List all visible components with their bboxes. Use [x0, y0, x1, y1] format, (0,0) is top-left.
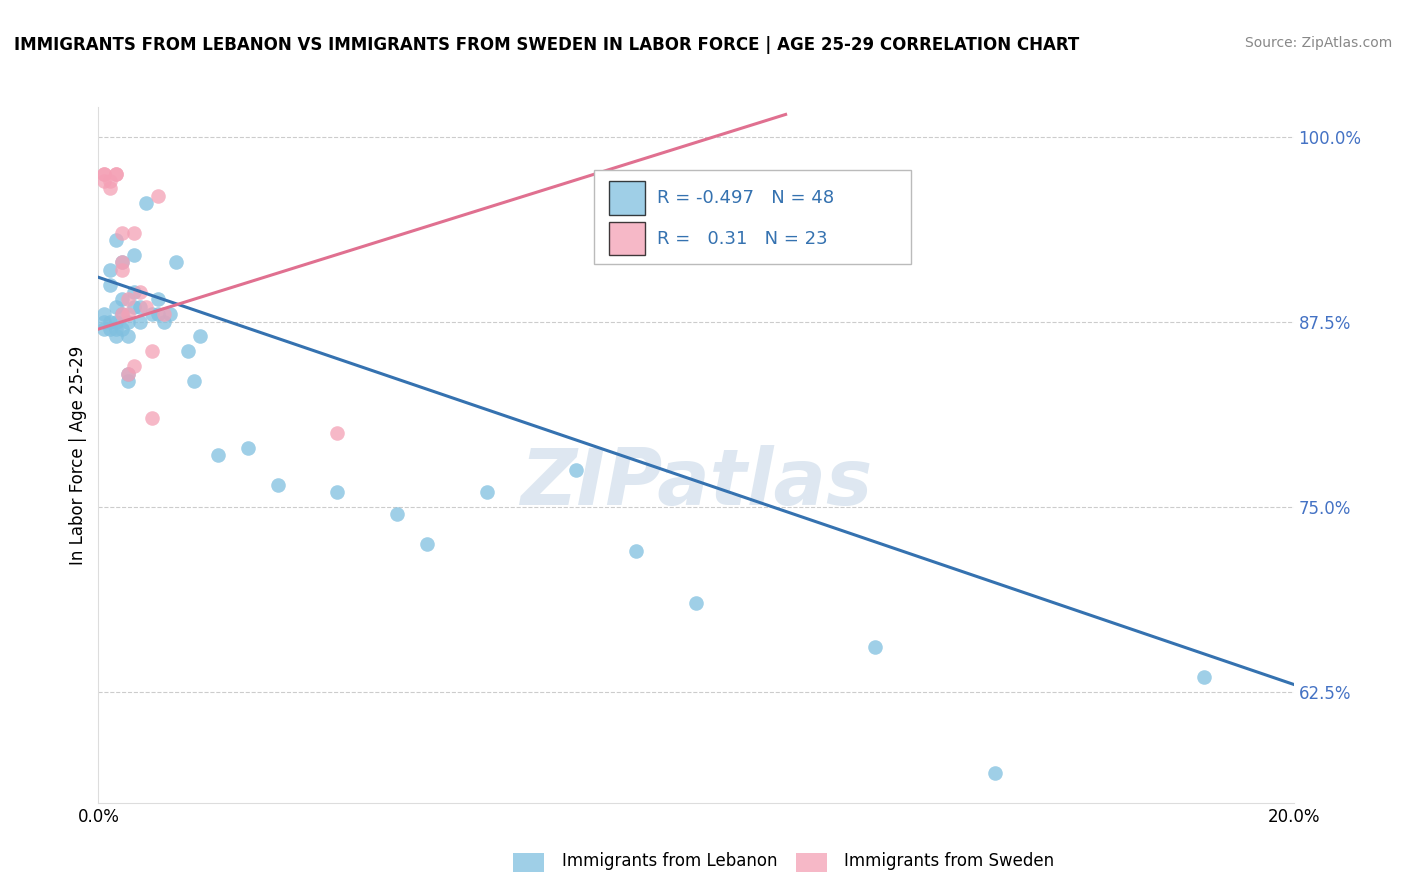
Text: ZIPatlas: ZIPatlas — [520, 445, 872, 521]
Point — [865, 640, 887, 655]
Point — [105, 329, 128, 343]
Point — [98, 263, 122, 277]
Point — [93, 167, 115, 181]
Point — [117, 307, 139, 321]
Point — [117, 293, 139, 307]
Point — [685, 596, 707, 610]
Point — [117, 329, 139, 343]
Point — [984, 766, 1007, 780]
Point — [141, 307, 163, 321]
Point — [141, 344, 163, 359]
Point — [105, 322, 128, 336]
Point — [207, 448, 229, 462]
Point — [93, 174, 115, 188]
Point — [124, 300, 146, 314]
Point — [124, 248, 146, 262]
Point — [153, 307, 176, 321]
Point — [98, 322, 122, 336]
Text: IMMIGRANTS FROM LEBANON VS IMMIGRANTS FROM SWEDEN IN LABOR FORCE | AGE 25-29 COR: IMMIGRANTS FROM LEBANON VS IMMIGRANTS FR… — [14, 36, 1080, 54]
Point — [183, 374, 205, 388]
Point — [129, 300, 152, 314]
Point — [111, 255, 134, 269]
Point — [111, 226, 134, 240]
Point — [188, 329, 211, 343]
Point — [117, 374, 139, 388]
Point — [98, 315, 122, 329]
Point — [267, 477, 290, 491]
Y-axis label: In Labor Force | Age 25-29: In Labor Force | Age 25-29 — [69, 345, 87, 565]
FancyBboxPatch shape — [609, 181, 644, 215]
Point — [117, 315, 139, 329]
Point — [141, 411, 163, 425]
Point — [153, 315, 176, 329]
Point — [177, 344, 200, 359]
Point — [416, 537, 439, 551]
Point — [105, 300, 128, 314]
Point — [93, 315, 115, 329]
Point — [93, 322, 115, 336]
Point — [475, 484, 498, 499]
Point — [98, 277, 122, 292]
Point — [98, 181, 122, 195]
Point — [93, 307, 115, 321]
Point — [1192, 670, 1215, 684]
Point — [236, 441, 259, 455]
Text: R = -0.497   N = 48: R = -0.497 N = 48 — [657, 189, 834, 207]
Point — [124, 226, 146, 240]
Point — [124, 285, 146, 299]
Point — [326, 484, 349, 499]
Point — [565, 463, 588, 477]
Point — [105, 167, 128, 181]
Point — [105, 167, 128, 181]
Point — [117, 367, 139, 381]
Point — [129, 315, 152, 329]
Point — [129, 285, 152, 299]
Point — [117, 367, 139, 381]
Point — [135, 300, 157, 314]
Point — [159, 307, 181, 321]
Point — [165, 255, 187, 269]
Point — [626, 544, 648, 558]
Text: Immigrants from Lebanon: Immigrants from Lebanon — [562, 852, 778, 870]
Point — [111, 322, 134, 336]
Bar — [796, 853, 827, 872]
Point — [148, 307, 170, 321]
Point — [385, 507, 409, 521]
Point — [93, 167, 115, 181]
Text: Immigrants from Sweden: Immigrants from Sweden — [844, 852, 1053, 870]
Point — [111, 255, 134, 269]
Point — [111, 307, 134, 321]
Point — [98, 174, 122, 188]
Point — [111, 307, 134, 321]
Point — [105, 233, 128, 247]
FancyBboxPatch shape — [595, 169, 911, 264]
FancyBboxPatch shape — [609, 222, 644, 255]
Point — [105, 315, 128, 329]
Point — [111, 263, 134, 277]
Point — [124, 359, 146, 373]
Bar — [513, 853, 544, 872]
Point — [135, 196, 157, 211]
Text: Source: ZipAtlas.com: Source: ZipAtlas.com — [1244, 36, 1392, 50]
Point — [148, 189, 170, 203]
Point — [148, 293, 170, 307]
Point — [326, 425, 349, 440]
Point — [111, 293, 134, 307]
Text: R =   0.31   N = 23: R = 0.31 N = 23 — [657, 229, 827, 248]
